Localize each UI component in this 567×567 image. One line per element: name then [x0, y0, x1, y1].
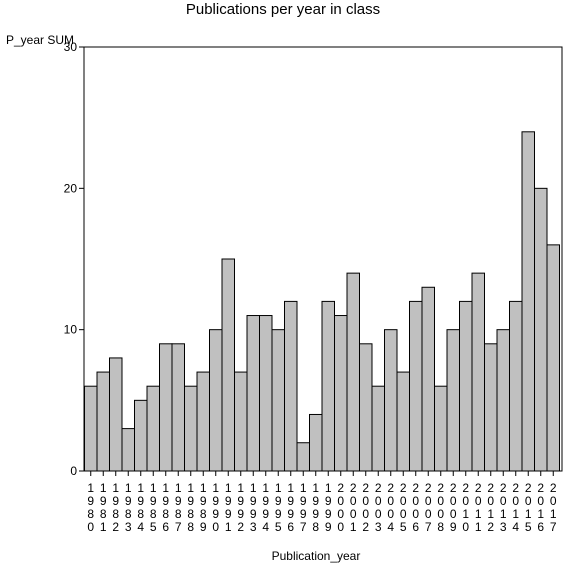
y-tick-label: 30 [64, 40, 78, 54]
bar-2005 [396, 371, 410, 472]
bars [84, 131, 560, 472]
bar-2003 [371, 385, 385, 472]
bar-1983 [121, 428, 135, 472]
y-tick-label: 0 [70, 464, 77, 478]
bar-2017 [546, 244, 560, 472]
bar-2002 [359, 343, 373, 472]
bar-2013 [496, 329, 510, 472]
bar-1985 [146, 385, 160, 472]
bar-2000 [334, 315, 348, 472]
y-axis-label: P_year SUM [6, 33, 74, 47]
bar-2016 [534, 187, 548, 472]
plot-frame [83, 46, 563, 472]
bar-2007 [421, 286, 435, 472]
bar-2001 [346, 272, 360, 472]
bar-1984 [134, 399, 148, 472]
bar-2006 [409, 300, 423, 472]
x-axis: 1 9 8 0 1 9 8 1 1 9 8 2 1 9 8 3 1 9 8 4 1 9 8 5 1 9 8 6 1 9 8 7 1 9 8 8 1 9 8 9… [87, 471, 557, 534]
bar-2014 [509, 300, 523, 472]
bar-1993 [246, 315, 260, 472]
bar-1980 [84, 385, 98, 472]
bar-1991 [221, 258, 235, 472]
chart-title: Publications per year in class [186, 1, 380, 18]
y-tick-label: 10 [64, 323, 78, 337]
bar-2008 [434, 385, 448, 472]
bar-1992 [234, 371, 248, 472]
bar-2004 [384, 329, 398, 472]
bar-1986 [159, 343, 173, 472]
bar-1998 [309, 413, 323, 472]
bar-2015 [521, 131, 535, 472]
bar-1999 [321, 300, 335, 472]
bar-1987 [171, 343, 185, 472]
bar-2011 [471, 272, 485, 472]
bar-1982 [109, 357, 123, 472]
bar-1988 [184, 385, 198, 472]
bar-1994 [259, 315, 273, 472]
bar-1996 [284, 300, 298, 472]
y-tick-label: 20 [64, 181, 78, 195]
x-axis-label: Publication_year [272, 549, 361, 563]
bar-1997 [296, 442, 310, 472]
bar-1995 [271, 329, 285, 472]
bar-1990 [209, 329, 223, 472]
bar-1981 [96, 371, 110, 472]
bar-2010 [459, 300, 473, 472]
bar-2009 [446, 329, 460, 472]
bar-1989 [196, 371, 210, 472]
bar-2012 [484, 343, 498, 472]
y-axis: 0 10 20 30 [64, 40, 84, 478]
